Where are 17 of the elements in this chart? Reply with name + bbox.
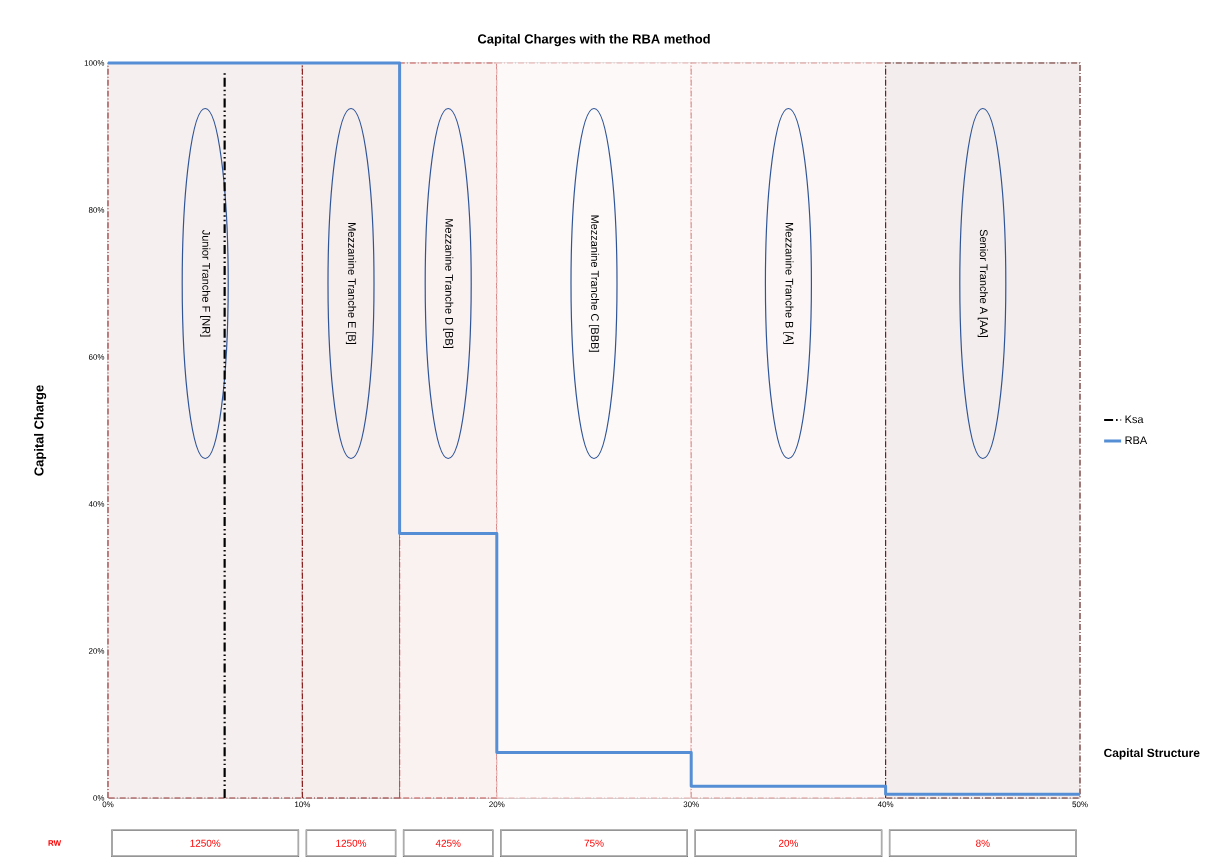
band-label: Mezzanine Tranche C [BBB] [588, 215, 600, 352]
band-label: Mezzanine Tranche E [B] [345, 223, 357, 345]
band-label: Mezzanine Tranche D [BB] [443, 219, 454, 348]
legend-label: Ksa [1125, 415, 1144, 424]
band-label: Junior Tranche F [NR] [200, 229, 211, 337]
text: 8% [976, 839, 990, 847]
text: 20% [778, 839, 799, 847]
band-label: Mezzanine Tranche B [A] [783, 223, 794, 345]
text: 1250% [190, 839, 221, 847]
legend-label: RBA [1125, 436, 1148, 445]
text: 75% [584, 839, 604, 847]
text: 1250% [336, 839, 367, 847]
chart-title: Capital Charges with the RBA method [477, 34, 710, 47]
text: 425% [435, 839, 461, 847]
y-axis-title: Capital Charge [34, 385, 47, 476]
band-label: Senior Tranche A [AA] [977, 229, 988, 338]
x-axis-title: Capital Structure [1104, 748, 1200, 760]
